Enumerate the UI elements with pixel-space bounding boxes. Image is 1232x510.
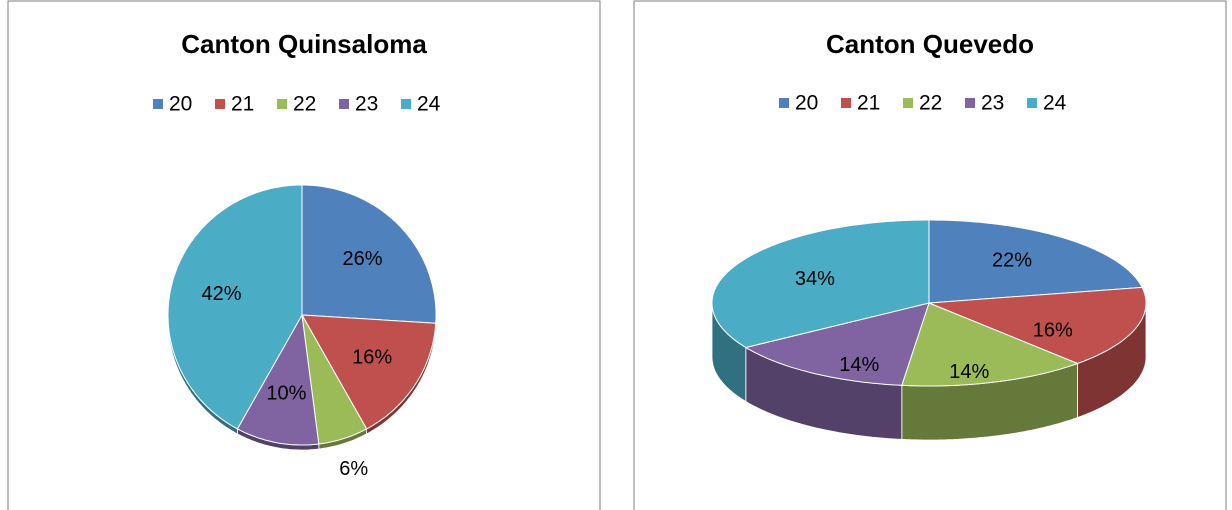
data-label: 42% <box>202 283 242 305</box>
slice-side <box>712 303 746 402</box>
legend-label: 20 <box>795 92 818 115</box>
data-label: 22% <box>992 249 1032 271</box>
data-label: 26% <box>343 248 383 270</box>
legend-label: 20 <box>169 93 192 116</box>
slice-side <box>901 363 1078 440</box>
legend-swatch <box>339 99 349 109</box>
slice <box>167 184 303 430</box>
data-label: 14% <box>949 361 989 383</box>
slice <box>301 314 368 445</box>
legend-label: 22 <box>293 93 316 116</box>
slice <box>711 219 930 349</box>
data-label: 10% <box>266 382 306 404</box>
legend-swatch <box>401 99 411 109</box>
slice-side <box>168 315 238 434</box>
slice <box>928 286 1147 365</box>
slice <box>744 302 930 386</box>
slice <box>901 302 1079 387</box>
data-label: 16% <box>352 346 392 368</box>
legend-swatch <box>1027 98 1037 108</box>
legend-label: 21 <box>231 93 254 116</box>
legend-swatch <box>153 99 163 109</box>
legend-label: 21 <box>857 92 880 115</box>
slice <box>928 219 1144 304</box>
data-label: 34% <box>795 268 835 290</box>
legend-swatch <box>965 98 975 108</box>
legend-swatch <box>277 99 287 109</box>
legend-swatch <box>903 98 913 108</box>
slice <box>301 184 437 324</box>
slice <box>301 314 437 430</box>
chart-title: Canton Quevedo <box>826 29 1034 59</box>
legend-label: 23 <box>355 93 378 116</box>
legend-swatch <box>779 98 789 108</box>
legend-label: 24 <box>417 93 441 116</box>
legend-label: 24 <box>1043 92 1067 115</box>
chart-title: Canton Quinsaloma <box>181 29 427 59</box>
slice-side <box>237 428 319 450</box>
legend-label: 22 <box>919 92 942 115</box>
data-label: 14% <box>839 354 879 376</box>
legend-swatch <box>215 99 225 109</box>
slice-side <box>745 347 902 440</box>
slice <box>236 313 320 446</box>
legend-swatch <box>841 98 851 108</box>
data-label: 16% <box>1033 319 1073 341</box>
data-label: 6% <box>339 458 368 480</box>
legend-label: 23 <box>981 92 1004 115</box>
